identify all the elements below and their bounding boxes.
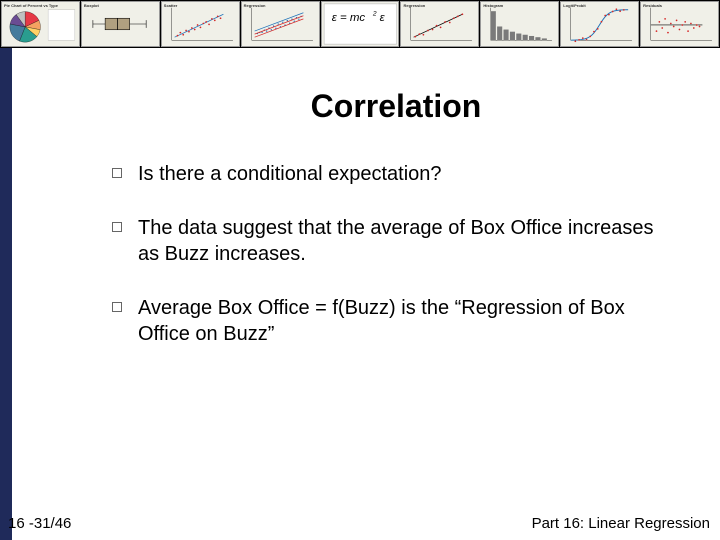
part-label: Part 16: Linear Regression xyxy=(532,515,710,532)
thumb-regress: Regression xyxy=(400,1,479,47)
thumb-boxplot: Boxplot xyxy=(81,1,160,47)
content-area: Correlation Is there a conditional expec… xyxy=(12,48,720,540)
thumb-resid: Residuals xyxy=(640,1,719,47)
slide-title: Correlation xyxy=(112,88,680,125)
bullet-text: The data suggest that the average of Box… xyxy=(138,215,680,267)
page-number: 16 -31/46 xyxy=(8,515,71,532)
slide-body: Correlation Is there a conditional expec… xyxy=(0,48,720,540)
bullet-item: Average Box Office = f(Buzz) is the “Reg… xyxy=(112,295,680,347)
thumb-equation: ε = mc2 ε xyxy=(321,1,400,47)
bullet-text: Is there a conditional expectation? xyxy=(138,161,680,187)
bullet-list: Is there a conditional expectation? The … xyxy=(112,161,680,347)
bullet-text: Average Box Office = f(Buzz) is the “Reg… xyxy=(138,295,680,347)
thumb-scatter: Scatter xyxy=(161,1,240,47)
svg-text:ε = mc: ε = mc xyxy=(331,12,365,24)
left-accent-bar xyxy=(0,48,12,540)
thumb-pie: Pie Chart of Percent vs Type xyxy=(1,1,80,47)
bullet-icon xyxy=(112,222,122,232)
svg-text:2: 2 xyxy=(371,10,376,17)
thumb-bar: Histogram xyxy=(480,1,559,47)
bullet-icon xyxy=(112,168,122,178)
bullet-item: The data suggest that the average of Box… xyxy=(112,215,680,267)
bullet-icon xyxy=(112,302,122,312)
bullet-item: Is there a conditional expectation? xyxy=(112,161,680,187)
thumb-sigmoid: Logit/Probit xyxy=(560,1,639,47)
thumb-lines: Regression xyxy=(241,1,320,47)
banner-thumbnails: Pie Chart of Percent vs TypeBoxplot Scat… xyxy=(0,0,720,48)
slide: Pie Chart of Percent vs TypeBoxplot Scat… xyxy=(0,0,720,540)
